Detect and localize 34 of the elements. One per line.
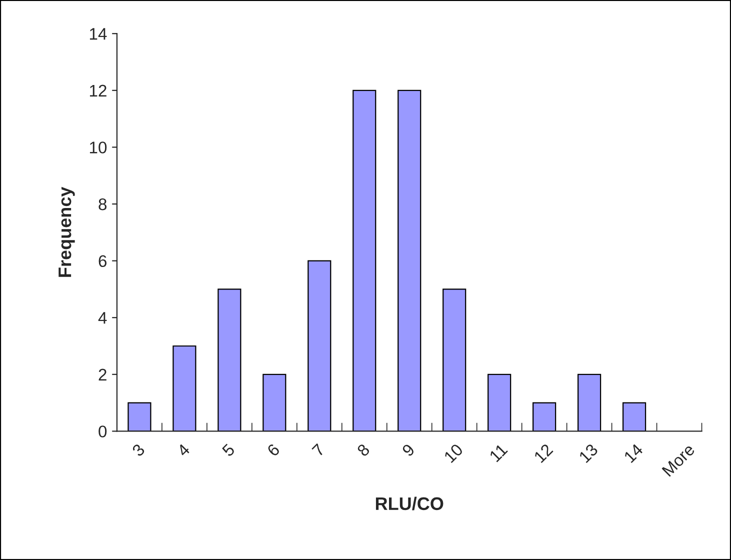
- bar: [532, 402, 556, 432]
- bar: [308, 260, 332, 432]
- bar: [622, 402, 646, 432]
- bar: [442, 288, 466, 432]
- x-tick-label: 11: [489, 443, 508, 462]
- x-tick-label: 10: [444, 443, 464, 464]
- y-tick-label: 4: [98, 312, 107, 324]
- x-tick-label: 9: [401, 443, 416, 457]
- y-tick-label: 10: [90, 142, 107, 154]
- x-tick-label: 6: [266, 443, 280, 457]
- y-axis-title: Frequency: [58, 186, 75, 277]
- bar: [577, 374, 602, 432]
- y-tick-label: 0: [98, 426, 107, 438]
- bar: [488, 374, 512, 432]
- y-tick-label: 2: [98, 368, 106, 380]
- bar: [352, 90, 376, 432]
- y-tick-label: 14: [90, 28, 107, 40]
- bar: [128, 402, 152, 432]
- bar: [398, 90, 422, 432]
- y-tick-label: 8: [98, 198, 107, 210]
- x-tick-label: 12: [533, 443, 554, 464]
- x-tick-label: 7: [312, 443, 326, 457]
- bar: [262, 374, 286, 432]
- x-tick-label: 8: [356, 443, 370, 458]
- x-axis-title: RLU/CO: [376, 496, 444, 510]
- bar: [218, 288, 242, 432]
- bar: [172, 345, 196, 432]
- x-tick-label: 3: [131, 443, 146, 458]
- y-tick-label: 6: [98, 255, 107, 268]
- x-tick-label: 13: [578, 443, 598, 464]
- x-tick-label: 5: [222, 443, 236, 458]
- x-tick-label: 4: [176, 443, 190, 458]
- y-tick-label: 12: [90, 84, 106, 96]
- x-tick-label: 14: [624, 443, 644, 464]
